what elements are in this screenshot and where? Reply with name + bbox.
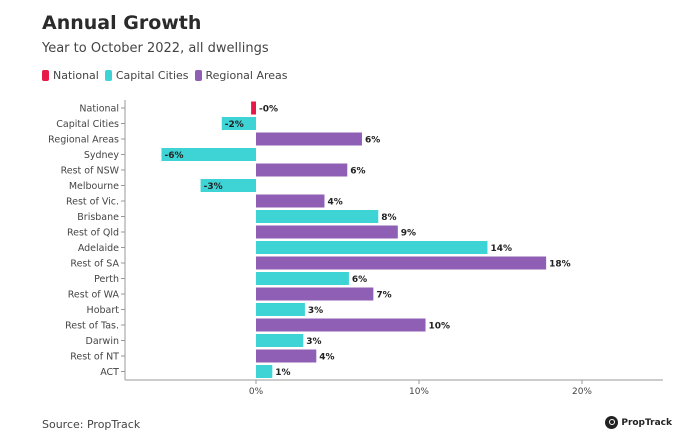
bar	[251, 101, 256, 115]
data-label: -3%	[204, 182, 223, 192]
legend-swatch-national	[42, 70, 49, 81]
proptrack-logo-icon	[605, 416, 619, 429]
chart-subtitle: Year to October 2022, all dwellings	[42, 41, 269, 56]
bar	[256, 225, 398, 239]
category-label: Rest of WA	[68, 290, 120, 301]
data-label: 9%	[401, 229, 416, 239]
category-label: Adelaide	[78, 243, 119, 254]
category-label: Regional Areas	[48, 135, 119, 146]
bar	[200, 179, 256, 192]
data-label: 18%	[549, 260, 571, 270]
data-label: 3%	[308, 306, 323, 316]
bar	[256, 256, 547, 270]
data-label: 14%	[490, 244, 512, 254]
bar	[256, 272, 349, 285]
bar	[256, 303, 305, 316]
source-note: Source: PropTrack	[42, 418, 141, 431]
brand-name: PropTrack	[621, 417, 672, 428]
bar	[256, 194, 325, 208]
data-label: -0%	[259, 105, 278, 115]
legend-swatch-regional-areas	[194, 70, 202, 81]
legend-item-national[interactable]: National	[42, 69, 99, 82]
data-label: 4%	[319, 353, 334, 363]
category-label: Rest of NT	[70, 352, 119, 363]
category-label: Melbourne	[69, 181, 119, 192]
data-label: 10%	[429, 322, 451, 332]
x-tick-label: 20%	[572, 387, 592, 397]
data-label: 6%	[365, 136, 380, 146]
bar	[221, 117, 256, 130]
legend-item-regional-areas[interactable]: Regional Areas	[194, 69, 288, 82]
data-label: -2%	[225, 120, 244, 130]
data-label: 3%	[306, 337, 321, 347]
data-label: 1%	[275, 368, 290, 378]
data-label: 6%	[352, 275, 367, 285]
bar	[256, 163, 348, 177]
category-label: Perth	[94, 274, 119, 285]
category-label: Rest of Qld	[67, 228, 119, 239]
bar	[256, 287, 374, 301]
brand-logo: PropTrack	[605, 416, 672, 429]
data-label: -6%	[164, 151, 183, 161]
x-tick-label: 10%	[409, 387, 429, 397]
legend-swatch-capital-cities	[104, 70, 112, 81]
legend: National Capital Cities Regional Areas	[42, 69, 294, 82]
bar	[256, 210, 379, 223]
chart-title: Annual Growth	[42, 12, 202, 34]
category-label: Hobart	[87, 305, 120, 316]
data-label: 4%	[327, 198, 342, 208]
x-tick-label: 0%	[249, 387, 264, 397]
data-label: 7%	[376, 291, 391, 301]
bar	[256, 334, 304, 347]
category-label: Sydney	[84, 150, 120, 161]
data-label: 6%	[350, 167, 365, 177]
category-label: Brisbane	[77, 212, 119, 223]
category-label: Darwin	[86, 336, 119, 347]
bar	[256, 241, 488, 254]
legend-label-national: National	[53, 69, 99, 82]
category-label: Rest of Tas.	[65, 321, 119, 332]
legend-label-capital-cities: Capital Cities	[115, 69, 189, 82]
legend-label-regional-areas: Regional Areas	[205, 69, 288, 82]
bar	[256, 132, 362, 146]
category-label: Rest of Vic.	[66, 197, 119, 208]
data-label: 8%	[381, 213, 396, 223]
bar	[256, 365, 273, 378]
bar	[256, 318, 426, 332]
category-label: Rest of SA	[70, 259, 119, 270]
category-label: Capital Cities	[56, 119, 119, 130]
bar	[256, 349, 317, 363]
bar	[161, 148, 256, 161]
category-label: National	[79, 104, 119, 115]
category-label: Rest of NSW	[61, 166, 120, 177]
category-label: ACT	[100, 367, 119, 378]
legend-item-capital-cities[interactable]: Capital Cities	[104, 69, 189, 82]
